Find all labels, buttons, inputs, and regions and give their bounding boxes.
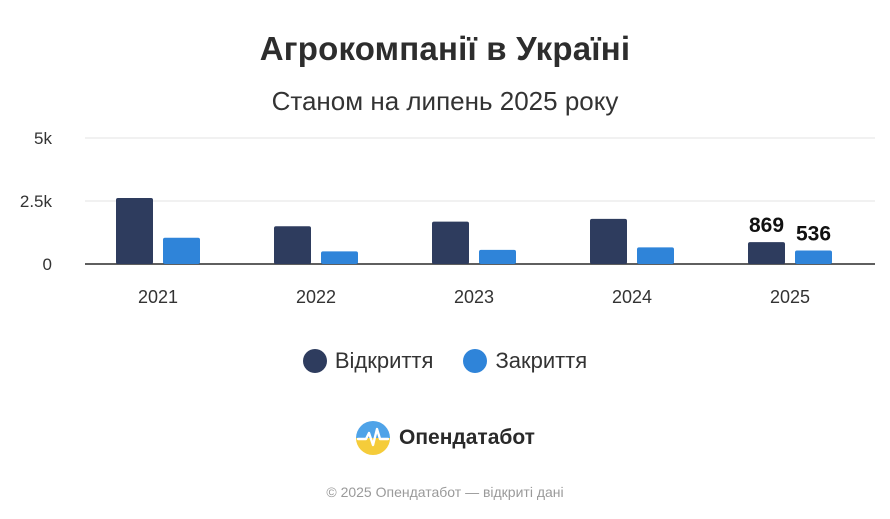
brand-name: Опендатабот [399,426,535,449]
bar-2023-closings[interactable] [479,249,516,264]
y-axis-ticks: 0 2.5k 5k [20,129,53,274]
bar-2021-closings[interactable] [163,237,200,264]
chart-legend: Відкриття Закриття [0,348,890,374]
x-axis-ticks: 2021 2022 2023 2024 2025 [138,287,810,307]
legend-item-openings[interactable]: Відкриття [302,348,434,374]
data-label-2025-openings: 869 [749,214,784,237]
bar-2024-openings[interactable] [590,218,627,264]
grid-lines [85,137,875,265]
bar-2021-openings[interactable] [116,197,153,264]
x-tick-label: 2025 [770,287,810,307]
legend-item-closings[interactable]: Закриття [463,348,587,374]
x-tick-label: 2023 [454,287,494,307]
legend-label-openings: Відкриття [334,348,434,373]
bar-2023-openings[interactable] [432,221,469,264]
bar-2025-closings[interactable] [795,250,832,264]
brand: Опендатабот [0,420,890,456]
bar-2024-closings[interactable] [637,247,674,264]
data-labels: 869 536 [749,214,831,245]
data-label-2025-closings: 536 [796,222,831,245]
legend-marker-closings [463,349,488,373]
x-tick-label: 2021 [138,287,178,307]
bar-2025-openings[interactable] [748,242,785,264]
x-tick-label: 2022 [296,287,336,307]
opendatabot-logo-icon [356,421,391,455]
y-tick-label: 5k [34,129,52,148]
bar-2022-closings[interactable] [321,251,358,264]
legend-marker-openings [302,349,327,373]
bar-2022-openings[interactable] [274,226,311,264]
x-tick-label: 2024 [612,287,652,307]
y-tick-label: 0 [43,255,52,274]
chart-subtitle: Станом на липень 2025 року [271,86,619,116]
bar-chart: 0 2.5k 5k 869 536 2021 2022 2023 2024 2025 [20,129,875,307]
bars [116,197,832,264]
footer-copyright: © 2025 Опендатабот — відкриті дані [326,484,564,500]
y-tick-label: 2.5k [20,192,53,211]
chart-title: Агрокомпанії в Україні [259,30,631,67]
legend-label-closings: Закриття [495,348,588,373]
